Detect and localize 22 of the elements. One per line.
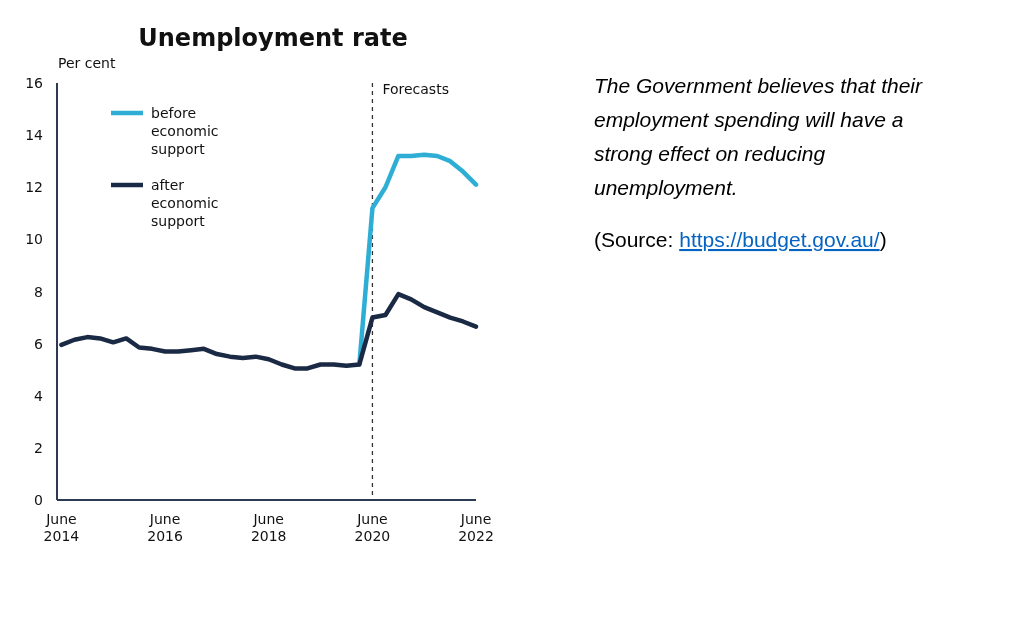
text: The Government believes that their employment spending will have a strong effect on reducing unemployment.	[594, 74, 924, 199]
x-tick-label: June 2022	[458, 511, 494, 544]
legend-label: after economic support	[151, 177, 219, 229]
y-tick-label: 0	[34, 492, 43, 508]
y-tick-label: 8	[34, 283, 43, 300]
x-tick-label: June 2020	[354, 511, 391, 544]
y-tick-label: 12	[25, 179, 43, 196]
y-tick-label: 4	[34, 387, 44, 404]
x-tick-label: June 2016	[147, 511, 184, 544]
chart-title: Unemployment rate	[138, 24, 408, 52]
y-tick-label: 10	[25, 231, 43, 248]
x-tick-label: June 2018	[250, 511, 287, 544]
ref-line-label: Forecasts	[382, 81, 449, 97]
text: (Source: https://budget.gov.au/)	[594, 228, 887, 251]
legend-label: before economic support	[151, 105, 219, 157]
y-tick-label: 16	[25, 75, 44, 91]
line-series	[59, 291, 479, 371]
x-tick-label: June 2014	[43, 511, 80, 544]
y-tick-label: 14	[25, 127, 44, 144]
y-axis-title: Per cent	[58, 55, 116, 71]
y-tick-label: 2	[34, 439, 43, 456]
y-tick-label: 6	[34, 335, 44, 352]
